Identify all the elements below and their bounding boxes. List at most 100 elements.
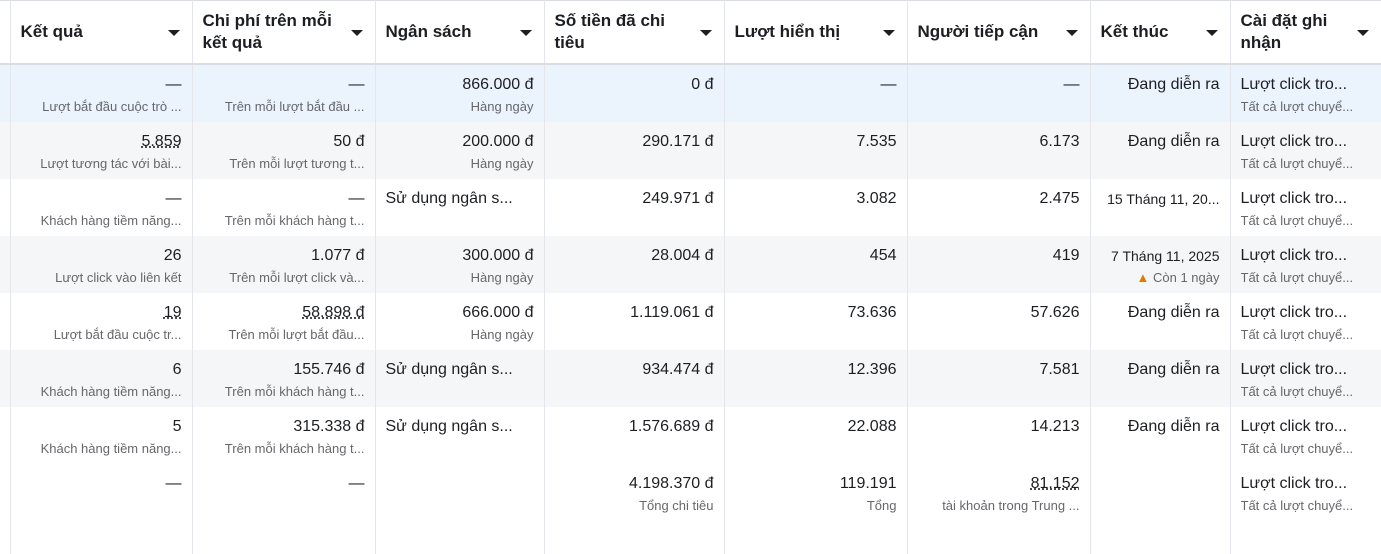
cost-per-result-cell: 58.898 đ Trên mỗi lượt bắt đầu... [192, 293, 376, 350]
results-cell-subtitle: Khách hàng tiềm năng... [21, 209, 182, 229]
attribution-cell-subtitle: Tất cả lượt chuyể... [1241, 323, 1371, 343]
results-cell: 5.859 Lượt tương tác với bài... [10, 122, 193, 179]
caret-down-icon[interactable] [882, 30, 895, 36]
budget-cell: 866.000 đ Hàng ngày [375, 64, 545, 122]
table-row[interactable]: 5.859 Lượt tương tác với bài... 50 đ Trên m… [0, 122, 1381, 179]
attribution-cell-subtitle-text: Tất cả lượt chuyể... [1240, 213, 1354, 228]
total-amount-spent-subtitle-text: Tổng chi tiêu [639, 498, 714, 513]
caret-down-icon[interactable] [350, 30, 363, 36]
impressions-cell-value: 22.088 [847, 418, 897, 435]
header-results[interactable]: Kết quả [10, 0, 193, 65]
results-cell-subtitle-text: Lượt click vào liên kết [55, 270, 182, 285]
total-attribution-value: Lượt click tro... [1240, 475, 1348, 492]
amount-spent-cell: 1.119.061 đ [544, 293, 725, 350]
budget-cell-value: 300.000 đ [462, 247, 534, 264]
ends-cell: Đang diễn ra [1090, 122, 1231, 179]
caret-down-icon[interactable] [519, 30, 532, 36]
attribution-cell-subtitle-text: Tất cả lượt chuyể... [1240, 270, 1354, 285]
reach-cell-value: 6.173 [1039, 133, 1080, 150]
header-amount-spent[interactable]: Số tiền đã chi tiêu [544, 0, 725, 65]
results-cell-value: 6 [172, 361, 182, 378]
total-amount-spent: 4.198.370 đ Tổng chi tiêu [544, 464, 725, 554]
results-cell: 19 Lượt bắt đầu cuộc tr... [10, 293, 193, 350]
cost-per-result-cell: 155.746 đ Trên mỗi khách hàng t... [192, 350, 376, 407]
caret-down-icon[interactable] [699, 30, 712, 36]
ends-cell-value: 15 Tháng 11, 20... [1107, 191, 1220, 207]
attribution-cell-subtitle: Tất cả lượt chuyể... [1241, 380, 1371, 400]
header-ends[interactable]: Kết thúc [1090, 0, 1231, 65]
cost-per-result-cell-subtitle-text: Trên mỗi lượt click và... [229, 270, 365, 285]
total-amount-spent-value: 4.198.370 đ [628, 475, 714, 492]
table-row[interactable]: — Khách hàng tiềm năng... — Trên mỗi khách … [0, 179, 1381, 236]
header-impressions[interactable]: Lượt hiển thị [724, 0, 908, 65]
attribution-cell: Lượt click tro... Tất cả lượt chuyể... [1230, 179, 1381, 236]
amount-spent-cell-value: 934.474 đ [642, 361, 714, 378]
amount-spent-cell: 290.171 đ [544, 122, 725, 179]
cost-per-result-cell-subtitle: Trên mỗi khách hàng t... [203, 437, 365, 457]
impressions-cell: 22.088 [724, 407, 908, 464]
reach-cell-value: 2.475 [1039, 190, 1080, 207]
header-attribution[interactable]: Cài đặt ghi nhận [1230, 0, 1381, 65]
attribution-cell: Lượt click tro... Tất cả lượt chuyể... [1230, 293, 1381, 350]
cost-per-result-cell-value[interactable]: 58.898 đ [302, 304, 365, 321]
results-cell-subtitle-text: Lượt tương tác với bài... [40, 156, 182, 171]
header-budget[interactable]: Ngân sách [375, 0, 545, 65]
reach-cell: 57.626 [907, 293, 1091, 350]
total-reach-subtitle-text: tài khoản trong Trung ... [942, 498, 1080, 513]
budget-cell: Sử dụng ngân s... [375, 179, 545, 236]
budget-cell-value: 200.000 đ [462, 133, 534, 150]
cost-per-result-cell: 315.338 đ Trên mỗi khách hàng t... [192, 407, 376, 464]
total-reach: 81.152 tài khoản trong Trung ... [907, 464, 1091, 554]
reach-cell: — [907, 64, 1091, 122]
cost-per-result-cell-subtitle: Trên mỗi lượt click và... [203, 266, 365, 286]
total-reach-value[interactable]: 81.152 [1030, 475, 1080, 492]
ends-cell-value: Đang diễn ra [1127, 418, 1220, 435]
attribution-cell-value: Lượt click tro... [1240, 190, 1348, 207]
cost-per-result-cell-value: 155.746 đ [293, 361, 365, 378]
results-cell: — Khách hàng tiềm năng... [10, 179, 193, 236]
table-row[interactable]: 6 Khách hàng tiềm năng... 155.746 đ Trên mỗ… [0, 350, 1381, 407]
ends-cell-value: Đang diễn ra [1127, 133, 1220, 150]
results-cell-subtitle-text: Khách hàng tiềm năng... [40, 213, 182, 228]
table-row[interactable]: 19 Lượt bắt đầu cuộc tr... 58.898 đ Trên mỗ… [0, 293, 1381, 350]
budget-cell-subtitle: Hàng ngày [386, 266, 534, 286]
cost-per-result-cell-value: — [348, 190, 365, 207]
header-cost-per-result[interactable]: Chi phí trên mỗi kết quả [192, 0, 376, 65]
budget-cell-value: Sử dụng ngân s... [385, 190, 513, 207]
reach-cell: 2.475 [907, 179, 1091, 236]
budget-cell: 300.000 đ Hàng ngày [375, 236, 545, 293]
amount-spent-cell: 1.576.689 đ [544, 407, 725, 464]
amount-spent-cell-value: 249.971 đ [642, 190, 714, 207]
row-spacer [0, 350, 11, 407]
results-cell-value[interactable]: 19 [163, 304, 182, 321]
cost-per-result-cell-value: 50 đ [333, 133, 365, 150]
amount-spent-cell: 28.004 đ [544, 236, 725, 293]
results-cell-subtitle: Lượt bắt đầu cuộc tr... [21, 323, 182, 343]
results-cell-subtitle-text: Khách hàng tiềm năng... [40, 441, 182, 456]
total-ends [1090, 464, 1231, 554]
impressions-cell: 7.535 [724, 122, 908, 179]
budget-cell: Sử dụng ngân s... [375, 407, 545, 464]
cost-per-result-cell: — Trên mỗi khách hàng t... [192, 179, 376, 236]
impressions-cell: 454 [724, 236, 908, 293]
attribution-cell-subtitle-text: Tất cả lượt chuyể... [1240, 441, 1354, 456]
results-cell-value[interactable]: 5.859 [141, 133, 182, 150]
attribution-cell: Lượt click tro... Tất cả lượt chuyể... [1230, 350, 1381, 407]
table-row[interactable]: 5 Khách hàng tiềm năng... 315.338 đ Trên mỗ… [0, 407, 1381, 464]
caret-down-icon[interactable] [1065, 30, 1078, 36]
table-row[interactable]: 26 Lượt click vào liên kết 1.077 đ Trên mỗi… [0, 236, 1381, 293]
caret-down-icon[interactable] [1205, 30, 1218, 36]
budget-cell-value: 666.000 đ [462, 304, 534, 321]
caret-down-icon[interactable] [1356, 30, 1369, 36]
budget-cell-subtitle-text: Hàng ngày [470, 327, 534, 342]
reach-cell: 6.173 [907, 122, 1091, 179]
ends-cell: 15 Tháng 11, 20... [1090, 179, 1231, 236]
attribution-cell: Lượt click tro... Tất cả lượt chuyể... [1230, 64, 1381, 122]
cost-per-result-cell: 1.077 đ Trên mỗi lượt click và... [192, 236, 376, 293]
row-spacer [0, 407, 11, 464]
caret-down-icon[interactable] [167, 30, 180, 36]
results-cell: 6 Khách hàng tiềm năng... [10, 350, 193, 407]
header-reach[interactable]: Người tiếp cận [907, 0, 1091, 65]
table-row[interactable]: — Lượt bắt đầu cuộc trò ... — Trên mỗi lượt… [0, 64, 1381, 122]
header-row: Kết quả Chi phí trên mỗi kết quả Ngân sá… [0, 0, 1381, 65]
